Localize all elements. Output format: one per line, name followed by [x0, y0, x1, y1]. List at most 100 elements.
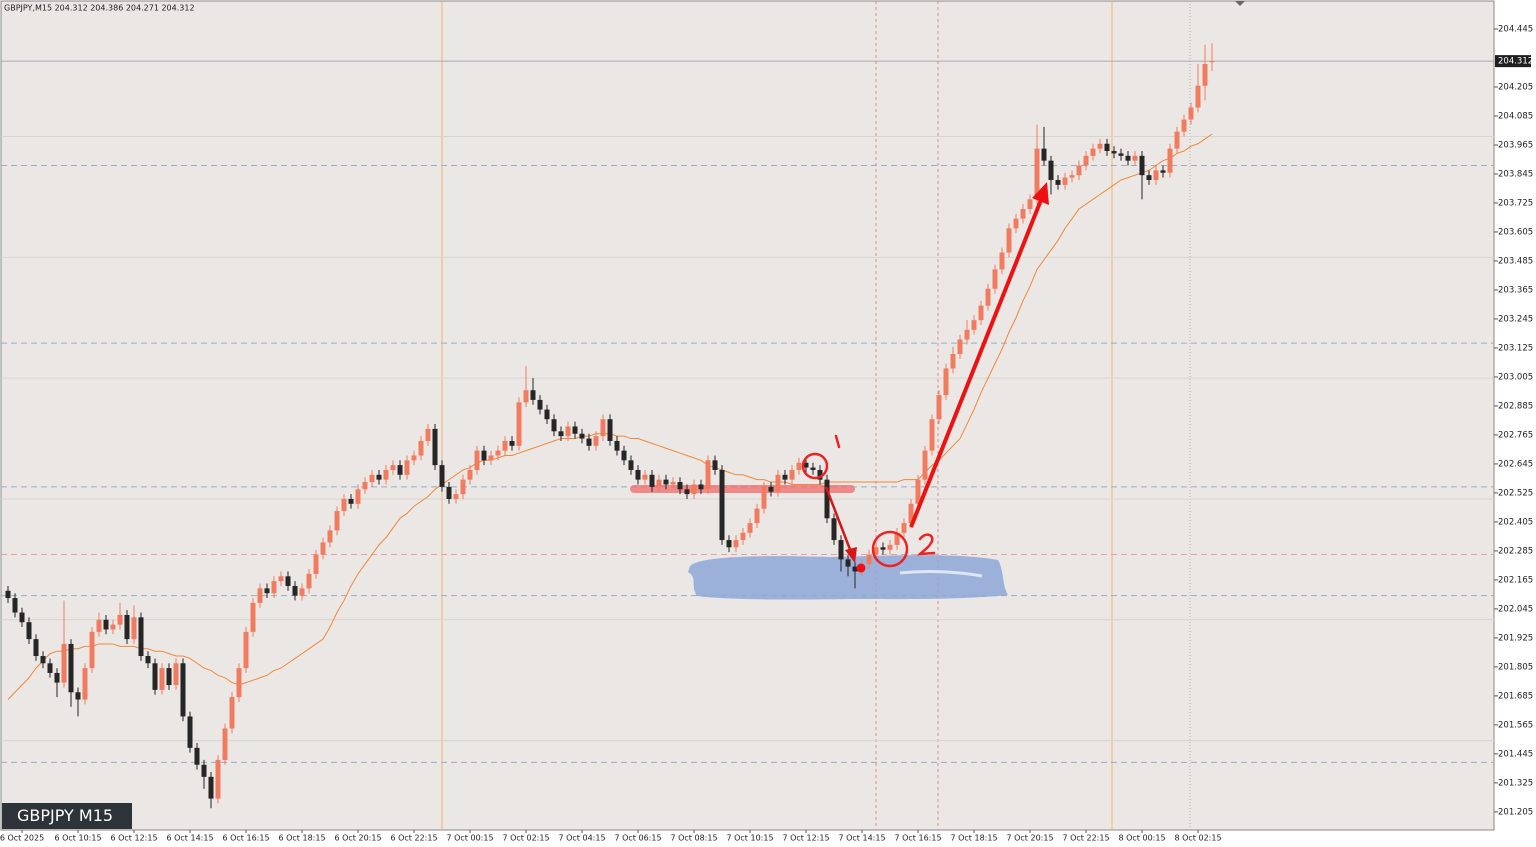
- candle-body: [89, 631, 95, 669]
- candle-body: [530, 390, 536, 400]
- candle-body: [187, 716, 193, 748]
- y-tick-label: 201.205: [1498, 807, 1533, 817]
- candle-body: [593, 436, 599, 446]
- candle-body: [810, 467, 816, 470]
- candle-body: [460, 479, 466, 495]
- candle-body: [1153, 170, 1159, 181]
- candle-body: [1055, 180, 1061, 185]
- candle-body: [1083, 155, 1089, 166]
- candle-body: [817, 469, 823, 480]
- candle-body: [1160, 170, 1166, 173]
- candle-body: [278, 576, 284, 582]
- candle-body: [824, 479, 830, 519]
- candle-body: [1139, 155, 1145, 176]
- candle-body: [54, 672, 60, 683]
- candle-body: [264, 588, 270, 594]
- candle-body: [831, 518, 837, 541]
- hand-drawings: [630, 485, 1008, 600]
- candle-body: [677, 482, 683, 490]
- candle-body: [376, 474, 382, 480]
- y-tick-label: 201.805: [1498, 662, 1533, 672]
- candle-body: [978, 305, 984, 321]
- candle-body: [33, 639, 39, 657]
- candle-body: [19, 612, 25, 623]
- x-tick-label: 6 Oct 10:15: [54, 834, 101, 843]
- x-tick-label: 7 Oct 00:15: [446, 834, 493, 843]
- candle-body: [201, 764, 207, 777]
- candle-body: [1069, 175, 1075, 178]
- candle-body: [964, 329, 970, 340]
- candle-body: [943, 368, 949, 396]
- y-tick-label: 202.045: [1498, 604, 1533, 614]
- x-tick-label: 6 Oct 16:15: [222, 834, 269, 843]
- candle-body: [586, 438, 592, 446]
- y-tick-label: 204.085: [1498, 111, 1533, 121]
- candle-body: [348, 498, 354, 504]
- drawn-digit-one: [834, 434, 841, 449]
- candle-body: [544, 409, 550, 420]
- x-tick-label: 6 Oct 12:15: [110, 834, 157, 843]
- x-tick-label: 6 Oct 20:15: [334, 834, 381, 843]
- candle-body: [929, 419, 935, 451]
- y-tick-label: 202.885: [1498, 401, 1533, 411]
- candle-body: [103, 619, 109, 630]
- candle-body: [985, 288, 991, 306]
- candle-body: [327, 530, 333, 543]
- candle-body: [628, 460, 634, 470]
- candle-body: [159, 668, 165, 690]
- candle-body: [649, 474, 655, 487]
- candle-body: [621, 450, 627, 461]
- candle-body: [411, 455, 417, 461]
- x-tick-label: 7 Oct 10:15: [726, 834, 773, 843]
- drawn-digit-two: [916, 533, 936, 556]
- candle-body: [425, 428, 431, 441]
- x-tick-label: 7 Oct 06:15: [614, 834, 661, 843]
- candle-body: [656, 479, 662, 487]
- candle-body: [166, 668, 172, 686]
- candle-body: [138, 617, 144, 657]
- candle-body: [1118, 153, 1124, 156]
- y-tick-label: 203.005: [1498, 372, 1533, 382]
- candle-body: [1167, 148, 1173, 173]
- y-tick-label: 203.365: [1498, 285, 1533, 295]
- candle-body: [1125, 155, 1131, 161]
- x-tick-label: 7 Oct 14:15: [838, 834, 885, 843]
- candle-body: [565, 426, 571, 437]
- candle-body: [509, 440, 515, 446]
- candle-body: [243, 631, 249, 669]
- x-tick-label: 7 Oct 20:15: [1006, 834, 1053, 843]
- candle-body: [215, 759, 221, 799]
- candle-body: [887, 544, 893, 550]
- candle-body: [635, 469, 641, 480]
- candle-body: [1034, 148, 1040, 200]
- y-tick-label: 201.565: [1498, 720, 1533, 730]
- candle-body: [719, 469, 725, 541]
- x-tick-label: 7 Oct 12:15: [782, 834, 829, 843]
- candle-body: [257, 588, 263, 603]
- y-tick-label: 202.765: [1498, 430, 1533, 440]
- y-tick-label: 203.245: [1498, 314, 1533, 324]
- candle-body: [26, 622, 32, 640]
- candle-body: [110, 624, 116, 630]
- candle-body: [208, 776, 214, 799]
- candle-body: [1195, 85, 1201, 108]
- candle-body: [684, 489, 690, 495]
- candle-body: [838, 540, 844, 560]
- y-tick-label: 204.445: [1498, 24, 1533, 34]
- candle-body: [285, 576, 291, 586]
- candle-body: [915, 479, 921, 504]
- y-tick-label: 201.925: [1498, 633, 1533, 643]
- candle-body: [971, 320, 977, 330]
- candle-body: [271, 581, 277, 594]
- y-tick-label: 204.205: [1498, 82, 1533, 92]
- candle-body: [96, 619, 102, 632]
- symbol-box: [2, 803, 132, 829]
- candle-body: [516, 402, 522, 446]
- x-tick-label: 8 Oct 00:15: [1118, 834, 1165, 843]
- candle-body: [663, 479, 669, 485]
- candle-body: [467, 469, 473, 480]
- candle-body: [607, 419, 613, 441]
- candle-body: [789, 469, 795, 480]
- candle-body: [1111, 151, 1117, 154]
- annotations: [801, 182, 1049, 573]
